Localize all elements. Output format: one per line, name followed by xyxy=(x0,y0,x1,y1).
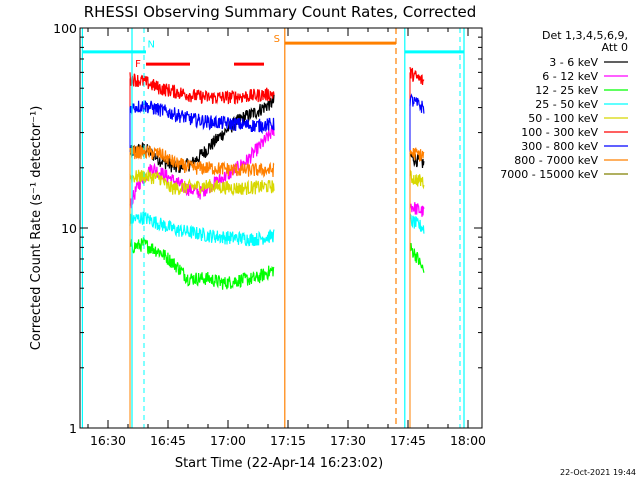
series-8-segment-1 xyxy=(129,144,275,178)
x-tick-label-5: 17:30 xyxy=(330,433,366,448)
series-8-segment-2 xyxy=(409,147,425,162)
flag-label-2: F xyxy=(135,59,141,70)
series-3-segment-1 xyxy=(129,236,275,290)
flag-label-1: N xyxy=(147,39,154,50)
chart-title: RHESSI Observing Summary Count Rates, Co… xyxy=(84,3,477,21)
series-4-segment-1 xyxy=(129,211,275,247)
x-tick-label-7: 18:00 xyxy=(450,433,486,448)
series-6-segment-1 xyxy=(129,72,275,105)
y-axis-label: Corrected Count Rate (s⁻¹ detector⁻¹) xyxy=(29,106,44,351)
y-tick-label-1: 1 xyxy=(69,421,77,436)
legend-label-6: 100 - 300 keV xyxy=(521,126,598,139)
series-5-segment-2 xyxy=(409,169,425,190)
legend-label-1: 3 - 6 keV xyxy=(549,56,598,69)
plot-area: NF S xyxy=(81,28,465,428)
legend-label-2: 6 - 12 keV xyxy=(542,70,598,83)
x-tick-label-3: 17:00 xyxy=(210,433,246,448)
legend-label-7: 300 - 800 keV xyxy=(521,140,598,153)
legend-label-3: 12 - 25 keV xyxy=(535,84,598,97)
legend-header-2: Att 0 xyxy=(602,41,628,54)
series-8 xyxy=(129,144,425,428)
legend-label-9: 7000 - 15000 keV xyxy=(500,168,598,181)
series-2-segment-2 xyxy=(409,202,425,217)
status-flags: NF S xyxy=(81,28,465,428)
legend-label-5: 50 - 100 keV xyxy=(528,112,598,125)
x-tick-label-4: 17:15 xyxy=(270,433,306,448)
series-3-segment-2 xyxy=(409,242,425,273)
series-6-segment-2 xyxy=(409,66,425,86)
series-7-segment-2 xyxy=(409,93,425,114)
timestamp: 22-Oct-2021 19:44 xyxy=(560,468,636,477)
x-tick-label-2: 16:45 xyxy=(150,433,186,448)
legend-label-4: 25 - 50 keV xyxy=(535,98,598,111)
series-5-segment-1 xyxy=(129,169,275,197)
flag-label-3: S xyxy=(274,34,280,45)
series-7-segment-1 xyxy=(129,100,275,135)
x-tick-label-1: 16:30 xyxy=(90,433,126,448)
axes: 16:30 16:45 17:00 17:15 17:30 17:45 18:00 1 10 10… xyxy=(53,21,486,448)
y-tick-label-3: 100 xyxy=(53,21,77,36)
y-tick-label-2: 10 xyxy=(61,221,77,236)
series-4-segment-2 xyxy=(409,212,425,234)
x-tick-label-6: 17:45 xyxy=(390,433,426,448)
legend-header-1: Det 1,3,4,5,6,9, xyxy=(542,29,628,42)
x-axis-label: Start Time (22-Apr-14 16:23:02) xyxy=(175,456,383,471)
legend-label-8: 800 - 7000 keV xyxy=(514,154,598,167)
